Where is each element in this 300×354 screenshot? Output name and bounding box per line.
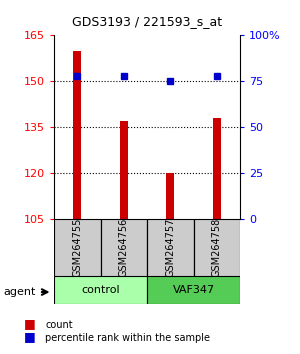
Bar [166, 173, 174, 219]
FancyBboxPatch shape [54, 276, 147, 304]
FancyBboxPatch shape [147, 276, 240, 304]
Bar [120, 121, 128, 219]
Text: GSM264756: GSM264756 [119, 218, 129, 278]
Bar [73, 51, 81, 219]
Text: GSM264758: GSM264758 [212, 218, 222, 278]
Text: GDS3193 / 221593_s_at: GDS3193 / 221593_s_at [72, 15, 222, 28]
FancyBboxPatch shape [147, 219, 194, 276]
Text: GSM264755: GSM264755 [72, 218, 82, 278]
Bar [213, 118, 221, 219]
Text: VAF347: VAF347 [172, 285, 214, 295]
FancyBboxPatch shape [194, 219, 240, 276]
Text: ■: ■ [24, 318, 36, 330]
Text: count: count [45, 320, 73, 330]
Text: agent: agent [3, 287, 35, 297]
Text: percentile rank within the sample: percentile rank within the sample [45, 333, 210, 343]
Text: control: control [81, 285, 120, 295]
Text: GSM264757: GSM264757 [165, 218, 175, 278]
FancyBboxPatch shape [100, 219, 147, 276]
Text: ■: ■ [24, 331, 36, 343]
FancyBboxPatch shape [54, 219, 100, 276]
